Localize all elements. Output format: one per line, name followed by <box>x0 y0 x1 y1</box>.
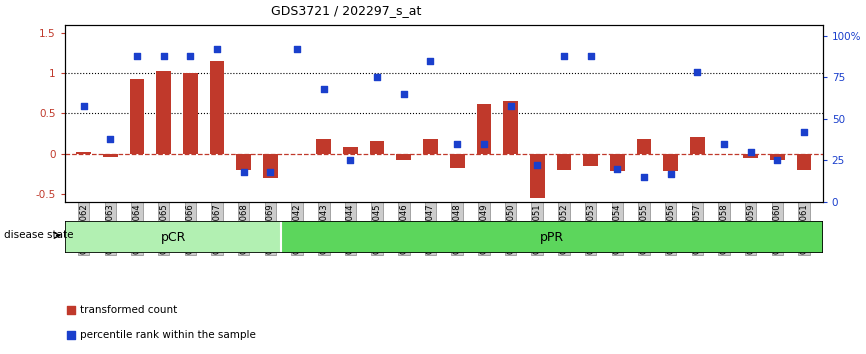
Point <box>236 169 250 175</box>
Point <box>397 91 410 97</box>
Bar <box>103 154 118 157</box>
Text: percentile rank within the sample: percentile rank within the sample <box>80 330 256 339</box>
FancyBboxPatch shape <box>65 221 281 253</box>
Bar <box>583 154 598 166</box>
Bar <box>663 154 678 171</box>
Bar <box>503 101 518 154</box>
Bar <box>449 154 464 168</box>
Point <box>64 307 78 313</box>
Point <box>611 166 624 171</box>
Bar <box>130 80 145 154</box>
Point <box>637 174 651 180</box>
Point <box>130 53 144 59</box>
FancyBboxPatch shape <box>281 221 823 253</box>
Point <box>210 46 224 52</box>
Bar <box>210 61 224 154</box>
Point <box>717 141 731 147</box>
Bar <box>557 154 572 170</box>
Bar <box>316 139 331 154</box>
Bar <box>423 139 438 154</box>
Point <box>370 74 384 80</box>
Point <box>477 141 491 147</box>
Bar <box>263 154 278 178</box>
Point <box>423 58 437 64</box>
Point <box>64 332 78 337</box>
Point <box>504 103 518 108</box>
Point <box>157 53 171 59</box>
Bar <box>76 152 91 154</box>
Text: pPR: pPR <box>540 231 564 244</box>
Point <box>744 149 758 155</box>
Point <box>663 171 677 176</box>
Point <box>771 158 785 163</box>
Point <box>584 53 598 59</box>
Point <box>690 69 704 75</box>
Text: transformed count: transformed count <box>80 305 178 315</box>
Bar <box>530 154 545 198</box>
Bar <box>690 137 705 154</box>
Point <box>77 103 91 108</box>
Bar <box>236 154 251 170</box>
Point <box>797 129 811 135</box>
Bar <box>610 154 624 171</box>
Point <box>530 162 544 168</box>
Text: GDS3721 / 202297_s_at: GDS3721 / 202297_s_at <box>271 4 422 17</box>
Bar <box>797 154 811 170</box>
Text: pCR: pCR <box>160 231 186 244</box>
Bar <box>343 147 358 154</box>
Bar <box>183 73 197 154</box>
Bar <box>476 104 491 154</box>
Point <box>450 141 464 147</box>
Bar <box>743 154 758 158</box>
Bar <box>370 142 385 154</box>
Point <box>103 136 117 142</box>
Bar <box>637 139 651 154</box>
Bar <box>397 154 411 160</box>
Point <box>290 46 304 52</box>
Bar <box>770 154 785 160</box>
Point <box>557 53 571 59</box>
Bar <box>157 72 171 154</box>
Text: disease state: disease state <box>4 230 74 240</box>
Point <box>184 53 197 59</box>
Point <box>317 86 331 92</box>
Point <box>344 158 358 163</box>
Point <box>263 169 277 175</box>
